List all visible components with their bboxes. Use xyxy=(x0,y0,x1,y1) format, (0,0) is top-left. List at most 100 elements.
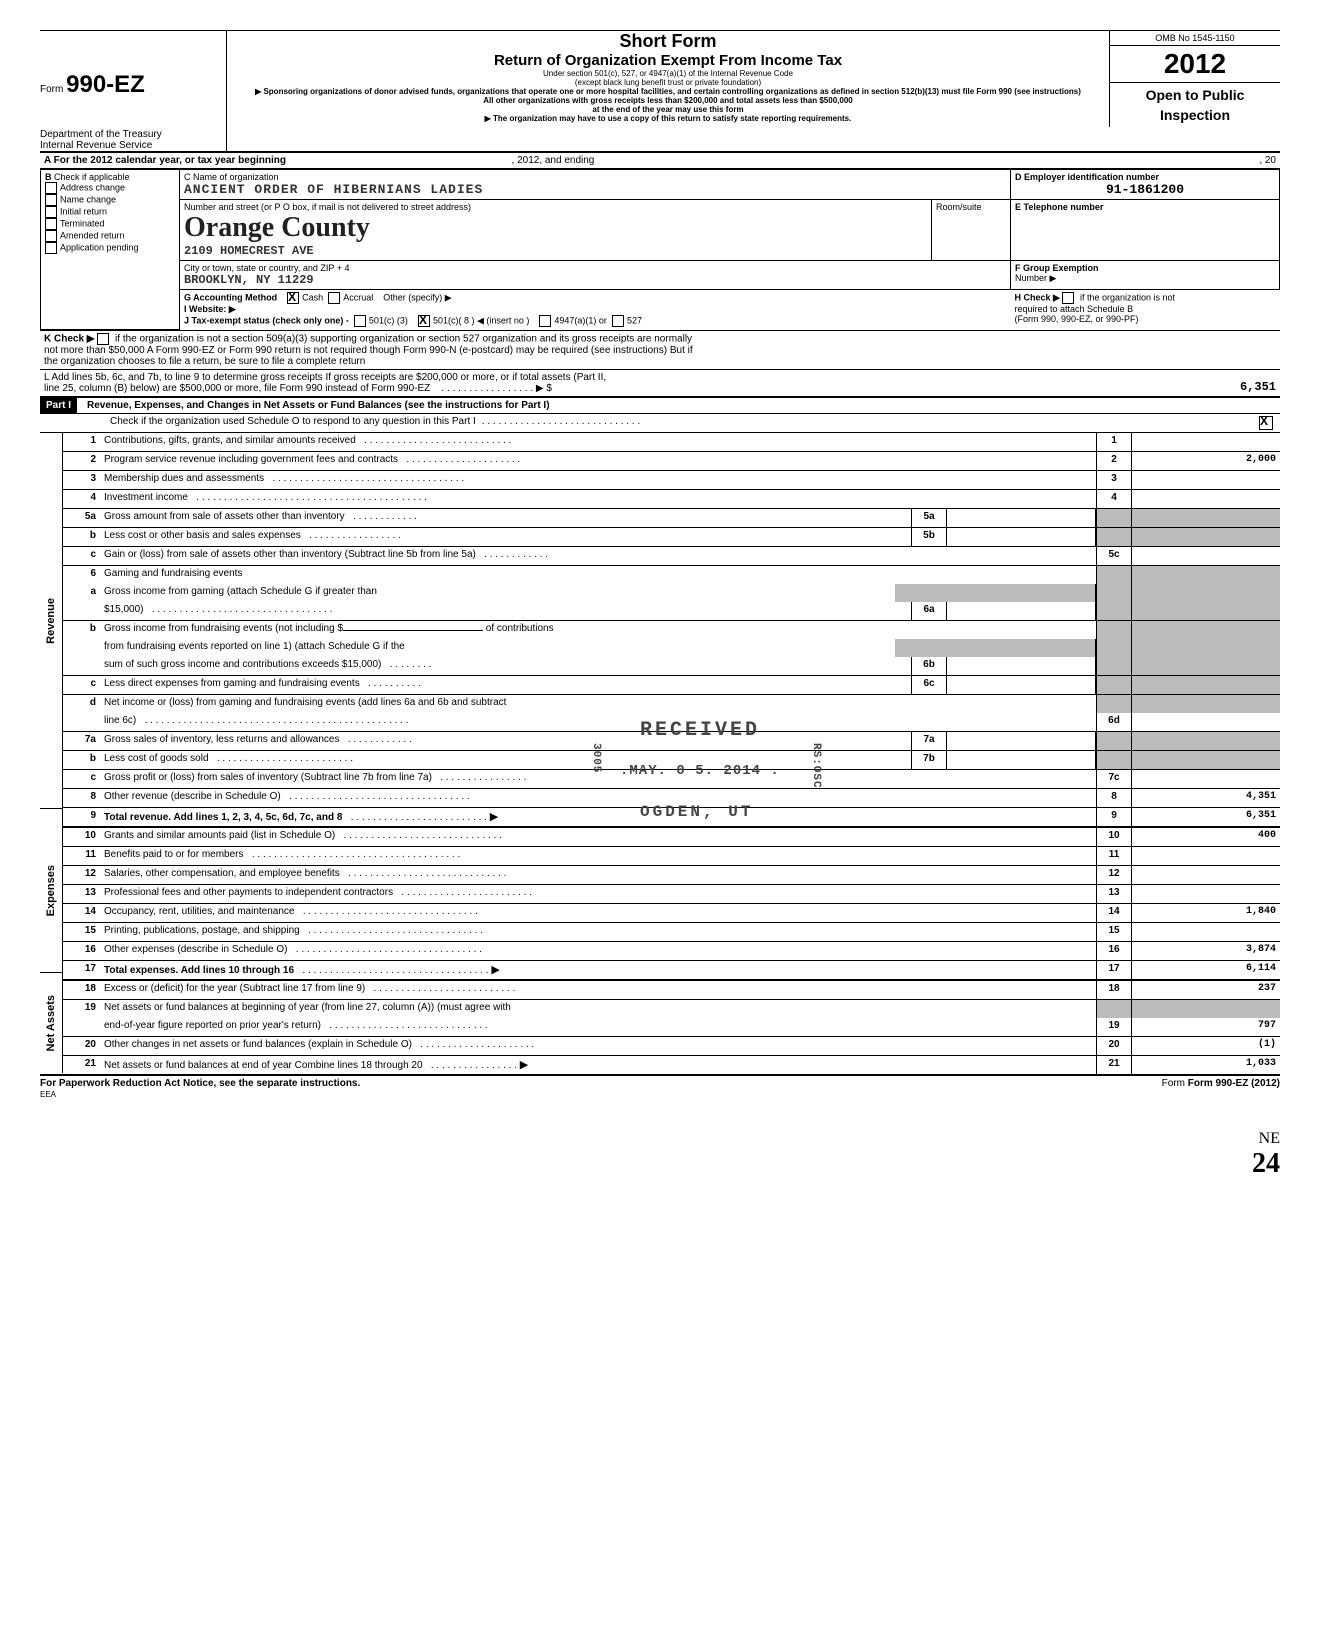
lbl-address: Address change xyxy=(60,182,125,192)
block-k-text3: the organization chooses to file a retur… xyxy=(44,356,365,367)
side-netassets: Net Assets xyxy=(45,995,57,1051)
line-6b-2: from fundraising events reported on line… xyxy=(62,639,1280,657)
part1-check-text: Check if the organization used Schedule … xyxy=(110,416,476,430)
line-19-2: end-of-year figure reported on prior yea… xyxy=(62,1018,1280,1037)
side-revenue: Revenue xyxy=(45,598,57,644)
line-5b: bLess cost or other basis and sales expe… xyxy=(62,528,1280,547)
handwritten-county: Orange County xyxy=(184,212,370,243)
part1-header-row: Part I Revenue, Expenses, and Changes in… xyxy=(40,398,1280,414)
stamp-rsosc: RS:OSC xyxy=(810,743,822,789)
block-k-label: K Check ▶ xyxy=(44,333,94,344)
dept-treasury: Department of the Treasury xyxy=(40,129,220,140)
stamp-received: RECEIVED xyxy=(640,719,760,742)
line-15: 15Printing, publications, postage, and s… xyxy=(62,923,1280,942)
chk-accrual[interactable] xyxy=(328,292,340,304)
block-l-value: 6,351 xyxy=(1136,380,1276,394)
block-c-label: C Name of organization xyxy=(184,172,279,182)
part1-check-row: Check if the organization used Schedule … xyxy=(40,414,1280,433)
stamp-ogden: OGDEN, UT xyxy=(640,803,753,821)
form-number-block: Form 990-EZ Department of the Treasury I… xyxy=(40,31,227,151)
lbl-initial: Initial return xyxy=(60,206,107,216)
chk-h[interactable] xyxy=(1062,292,1074,304)
chk-app[interactable] xyxy=(45,242,57,254)
block-l-text: L Add lines 5b, 6c, and 7b, to line 9 to… xyxy=(44,372,606,383)
city-value: BROOKLYN, NY 11229 xyxy=(184,273,314,287)
ein-value: 91-1861200 xyxy=(1015,182,1275,197)
chk-527[interactable] xyxy=(612,315,624,327)
line-13: 13Professional fees and other payments t… xyxy=(62,885,1280,904)
chk-501c3[interactable] xyxy=(354,315,366,327)
block-f-label2: Number ▶ xyxy=(1015,273,1056,283)
part1-check-dots: . . . . . . . . . . . . . . . . . . . . … xyxy=(476,416,1259,430)
chk-4947[interactable] xyxy=(539,315,551,327)
block-h-label: H Check ▶ xyxy=(1015,292,1060,302)
block-e-label: E Telephone number xyxy=(1015,202,1103,212)
lbl-other: Other (specify) ▶ xyxy=(383,292,451,302)
line-18: 18Excess or (deficit) for the year (Subt… xyxy=(62,981,1280,1000)
line-a-mid: , 2012, and ending xyxy=(512,155,595,166)
subtitle1: Under section 501(c), 527, or 4947(a)(1)… xyxy=(235,69,1101,78)
block-h-text: if the organization is not xyxy=(1080,292,1175,302)
chk-cash[interactable] xyxy=(287,292,299,304)
line-6d-1: dNet income or (loss) from gaming and fu… xyxy=(62,695,1280,713)
line-4: 4Investment income . . . . . . . . . . .… xyxy=(62,490,1280,509)
lbl-cash: Cash xyxy=(302,292,323,302)
lbl-app: Application pending xyxy=(60,242,139,252)
footer-eea: EEA xyxy=(40,1090,56,1099)
footer-right: Form Form 990-EZ (2012) xyxy=(1162,1078,1280,1100)
block-h-text3: (Form 990, 990-EZ, or 990-PF) xyxy=(1015,314,1139,324)
city-label: City or town, state or country, and ZIP … xyxy=(184,263,350,273)
lbl-amend: Amended return xyxy=(60,230,125,240)
chk-address[interactable] xyxy=(45,182,57,194)
block-k-text: if the organization is not a section 509… xyxy=(115,333,692,344)
line-19-1: 19Net assets or fund balances at beginni… xyxy=(62,1000,1280,1018)
irs-line: Internal Revenue Service xyxy=(40,140,220,151)
lbl-name: Name change xyxy=(60,194,116,204)
lbl-term: Terminated xyxy=(60,218,105,228)
omb-number: OMB No 1545-1150 xyxy=(1110,31,1280,46)
line-14: 14Occupancy, rent, utilities, and mainte… xyxy=(62,904,1280,923)
line-10: 10Grants and similar amounts paid (list … xyxy=(62,828,1280,847)
line-17: 17Total expenses. Add lines 10 through 1… xyxy=(62,961,1280,981)
line-20: 20Other changes in net assets or fund ba… xyxy=(62,1037,1280,1056)
part1-table: RECEIVED .MAY. 0 5. 2014 . OGDEN, UT 300… xyxy=(40,433,1280,1076)
block-f-label: F Group Exemption xyxy=(1015,263,1099,273)
title-short: Short Form xyxy=(235,31,1101,52)
footer-left: For Paperwork Reduction Act Notice, see … xyxy=(40,1078,360,1089)
chk-term[interactable] xyxy=(45,218,57,230)
line-11: 11Benefits paid to or for members . . . … xyxy=(62,847,1280,866)
lbl-501c3: 501(c) (3) xyxy=(369,315,408,325)
gross-note: All other organizations with gross recei… xyxy=(235,96,1101,105)
form-prefix: Form xyxy=(40,84,63,95)
header-grid: B Check if applicable Address change Nam… xyxy=(40,169,1280,330)
footer-row: For Paperwork Reduction Act Notice, see … xyxy=(40,1076,1280,1100)
block-l-dots: . . . . . . . . . . . . . . . . . ▶ $ xyxy=(441,383,552,394)
line-5a: 5aGross amount from sale of assets other… xyxy=(62,509,1280,528)
chk-initial[interactable] xyxy=(45,206,57,218)
part1-title: Revenue, Expenses, and Changes in Net As… xyxy=(77,400,550,411)
block-d-label: D Employer identification number xyxy=(1015,172,1159,182)
room-label: Room/suite xyxy=(936,202,982,212)
line-6b-1: bGross income from fundraising events (n… xyxy=(62,621,1280,639)
block-g-label: G Accounting Method xyxy=(184,292,277,302)
line-a-end: , 20 xyxy=(1259,155,1276,166)
chk-part1-scho[interactable] xyxy=(1259,416,1273,430)
subtitle2: (except black lung benefit trust or priv… xyxy=(235,78,1101,87)
stamp-date: .MAY. 0 5. 2014 . xyxy=(620,763,780,779)
chk-k[interactable] xyxy=(97,333,109,345)
chk-501cx[interactable] xyxy=(418,315,430,327)
chk-name[interactable] xyxy=(45,194,57,206)
year-block: OMB No 1545-1150 2012 Open to Public Ins… xyxy=(1109,31,1280,127)
block-l-text2: line 25, column (B) below) are $500,000 … xyxy=(44,383,430,394)
chk-amend[interactable] xyxy=(45,230,57,242)
line-6a-1: aGross income from gaming (attach Schedu… xyxy=(62,584,1280,602)
block-b-heading: Check if applicable xyxy=(54,172,130,182)
tax-year: 2012 xyxy=(1110,46,1280,83)
lbl-501cx: 501(c)( 8 ) ◀ (insert no ) xyxy=(433,315,529,325)
open-public: Open to Public xyxy=(1110,83,1280,107)
line-a-row: A For the 2012 calendar year, or tax yea… xyxy=(40,153,1280,169)
lbl-527: 527 xyxy=(627,315,642,325)
line-6: 6Gaming and fundraising events xyxy=(62,566,1280,584)
sponsor-note: ▶ Sponsoring organizations of donor advi… xyxy=(235,87,1101,96)
init-mark: NE xyxy=(1259,1130,1280,1147)
